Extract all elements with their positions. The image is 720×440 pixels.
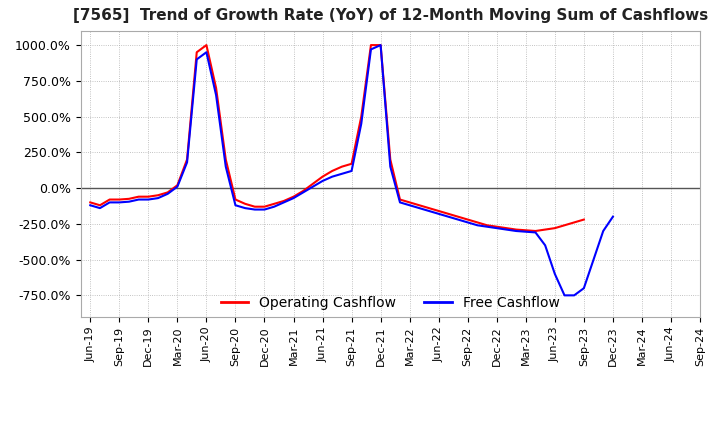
Title: [7565]  Trend of Growth Rate (YoY) of 12-Month Moving Sum of Cashflows: [7565] Trend of Growth Rate (YoY) of 12-…: [73, 7, 708, 23]
Legend: Operating Cashflow, Free Cashflow: Operating Cashflow, Free Cashflow: [215, 290, 566, 315]
